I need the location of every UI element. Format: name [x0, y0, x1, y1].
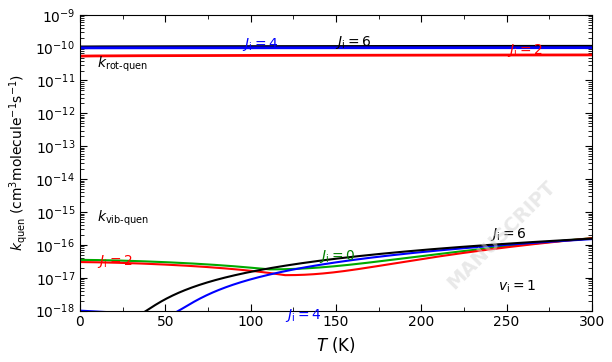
Text: $v_{\rm i} = 1$: $v_{\rm i} = 1$	[498, 279, 536, 295]
Text: $J_{\rm i} = 0$: $J_{\rm i} = 0$	[319, 248, 355, 265]
Text: $J_{\rm i} = 6$: $J_{\rm i} = 6$	[490, 226, 526, 243]
Text: MANUSCRIPT: MANUSCRIPT	[444, 177, 559, 293]
Text: $J_{\rm i} = 6$: $J_{\rm i} = 6$	[335, 34, 371, 51]
Text: $k_{\rm rot\text{-}quen}$: $k_{\rm rot\text{-}quen}$	[97, 55, 148, 74]
Text: $J_{\rm i} = 2$: $J_{\rm i} = 2$	[97, 253, 133, 270]
Text: $k_{\rm vib\text{-}quen}$: $k_{\rm vib\text{-}quen}$	[97, 209, 149, 228]
Text: $J_{\rm i} = 4$: $J_{\rm i} = 4$	[242, 36, 278, 53]
Y-axis label: $k_{\rm quen}$ (cm$^3$molecule$^{-1}$s$^{-1}$): $k_{\rm quen}$ (cm$^3$molecule$^{-1}$s$^…	[7, 74, 30, 251]
Text: $J_{\rm i} = 2$: $J_{\rm i} = 2$	[507, 42, 542, 59]
X-axis label: $T$ (K): $T$ (K)	[316, 335, 356, 355]
Text: $J_{\rm i} = 4$: $J_{\rm i} = 4$	[285, 307, 321, 324]
